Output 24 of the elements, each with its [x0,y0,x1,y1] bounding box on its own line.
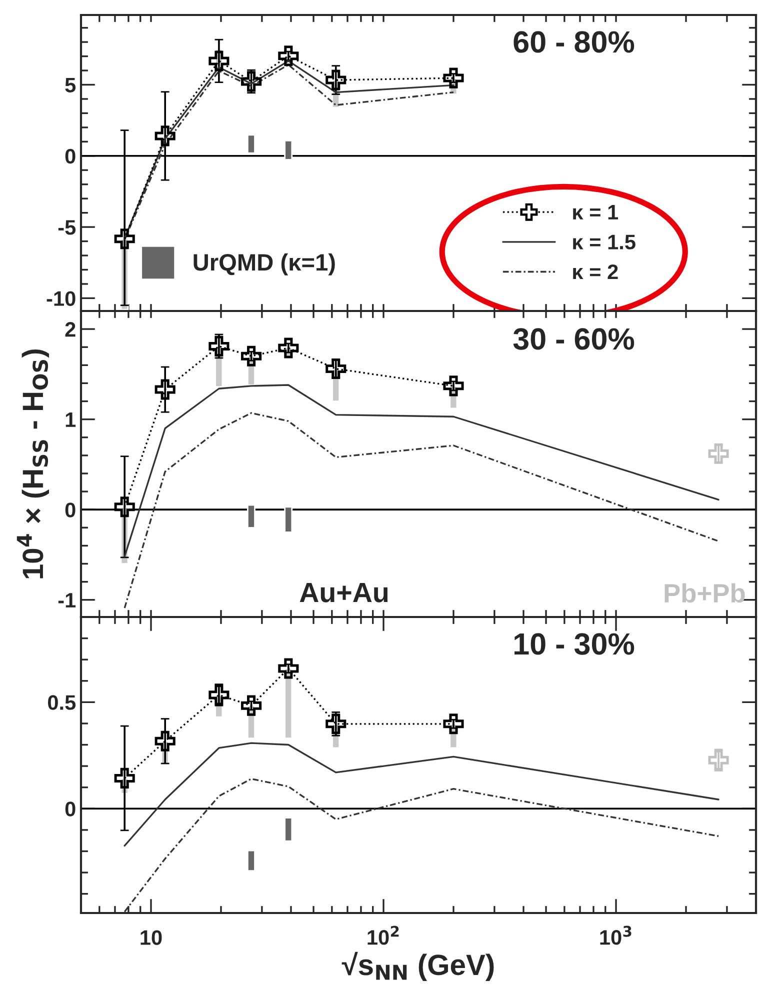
y-tick-label: 0 [65,502,76,518]
legend-label: κ = 2 [573,264,618,280]
y-axis-title: 10$^{4}$ × (H$_{SS}$ - H$_{OS}$) [16,349,50,578]
y-tick-label: 0 [65,148,76,164]
y-tick-label: 1 [66,412,76,427]
x-tick-label: 10$^{2}$ [368,926,399,945]
y-tick-label: 2 [65,322,76,337]
y-tick-label: -5 [58,220,76,235]
x-tick-label: 10$^{3}$ [600,926,632,945]
text: Pb+Pb [664,583,745,603]
annotation: Au+Au [300,582,388,602]
y-tick-label: 0.5 [48,695,76,710]
legend-label: κ = 1 [573,205,618,220]
chart-title: 10 - 30% [514,633,634,655]
x-tick-label: 10 [140,930,162,945]
y-tick-label: -10 [46,291,76,306]
chart-title: 30 - 60% [513,328,634,350]
x-axis-title: √s$_{NN}$ (GeV) [342,952,494,981]
legend-label: UrQMD (κ=1) [194,253,335,276]
legend-label: κ = 1.5 [573,234,636,250]
chart-title: 60 - 80% [514,31,634,53]
y-tick-label: 0 [65,802,76,816]
y-tick-label: 5 [65,78,76,92]
y-tick-label: -1 [58,593,76,608]
